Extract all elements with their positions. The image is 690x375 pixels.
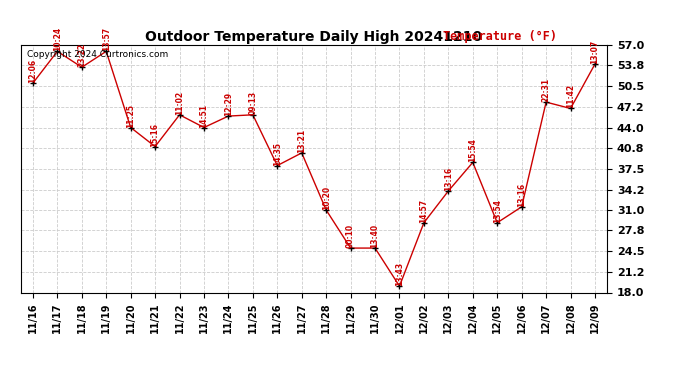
Text: 11:02: 11:02 <box>175 91 184 115</box>
Text: 09:13: 09:13 <box>248 91 257 115</box>
Text: 11:25: 11:25 <box>126 104 135 128</box>
Text: Temperature (°F): Temperature (°F) <box>443 30 557 42</box>
Text: 12:29: 12:29 <box>224 92 233 116</box>
Text: 23:22: 23:22 <box>77 43 86 67</box>
Text: 13:21: 13:21 <box>297 129 306 153</box>
Text: 13:16: 13:16 <box>444 167 453 191</box>
Text: 13:07: 13:07 <box>591 40 600 64</box>
Text: 12:06: 12:06 <box>28 59 37 83</box>
Text: 22:31: 22:31 <box>542 78 551 102</box>
Title: Outdoor Temperature Daily High 20241210: Outdoor Temperature Daily High 20241210 <box>146 30 482 44</box>
Text: 00:10: 00:10 <box>346 224 355 248</box>
Text: 11:42: 11:42 <box>566 84 575 108</box>
Text: 15:54: 15:54 <box>469 138 477 162</box>
Text: 13:43: 13:43 <box>395 262 404 286</box>
Text: 13:16: 13:16 <box>518 183 526 207</box>
Text: 14:51: 14:51 <box>199 104 208 128</box>
Text: 10:24: 10:24 <box>53 27 62 51</box>
Text: Copyright 2024 Curtronics.com: Copyright 2024 Curtronics.com <box>26 50 168 59</box>
Text: 13:40: 13:40 <box>371 224 380 248</box>
Text: 13:57: 13:57 <box>101 27 110 51</box>
Text: 14:57: 14:57 <box>420 199 428 223</box>
Text: 14:35: 14:35 <box>273 142 282 166</box>
Text: 13:54: 13:54 <box>493 199 502 223</box>
Text: 15:16: 15:16 <box>150 123 159 147</box>
Text: 10:20: 10:20 <box>322 186 331 210</box>
